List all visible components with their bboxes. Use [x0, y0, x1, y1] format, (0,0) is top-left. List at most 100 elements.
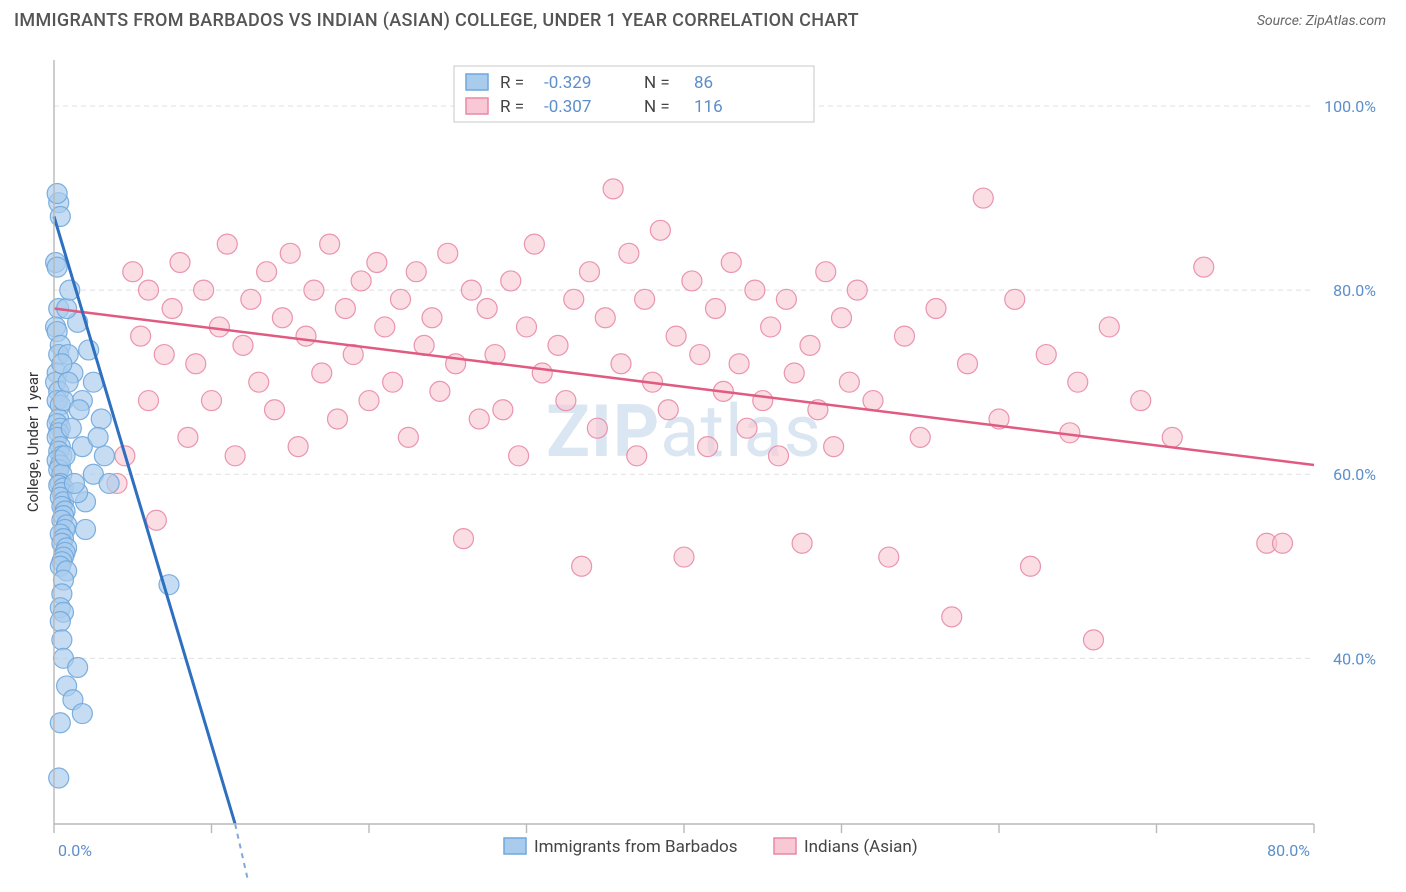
pink-point [587, 418, 607, 438]
pink-point [320, 234, 340, 254]
pink-point [430, 381, 450, 401]
y-tick-label: 40.0% [1333, 649, 1376, 668]
legend-r-label: R = [500, 97, 524, 117]
legend-n-label: N = [644, 97, 670, 117]
blue-point [91, 409, 111, 429]
pink-point [170, 253, 190, 273]
pink-point [674, 547, 694, 567]
pink-point [863, 391, 883, 411]
pink-point [383, 372, 403, 392]
blue-point [52, 354, 72, 374]
pink-point [469, 409, 489, 429]
pink-point [666, 326, 686, 346]
trend-line-blue-dash [235, 824, 259, 878]
pink-point [1036, 345, 1056, 365]
pink-point [186, 354, 206, 374]
blue-point [61, 418, 81, 438]
blue-point [68, 658, 88, 678]
pink-point [296, 326, 316, 346]
pink-point [556, 391, 576, 411]
pink-point [131, 326, 151, 346]
bottom-swatch-blue [504, 838, 526, 854]
legend-r-label: R = [500, 73, 524, 93]
pink-point [194, 280, 214, 300]
blue-point [64, 473, 84, 493]
blue-point [76, 519, 96, 539]
pink-point [123, 262, 143, 282]
blue-point [72, 704, 92, 724]
pink-point [1273, 533, 1293, 553]
pink-point [627, 446, 647, 466]
pink-point [832, 308, 852, 328]
pink-point [1194, 257, 1214, 277]
pink-point [973, 188, 993, 208]
pink-point [139, 391, 159, 411]
pink-point [249, 372, 269, 392]
pink-point [304, 280, 324, 300]
pink-point [635, 289, 655, 309]
pink-point [1005, 289, 1025, 309]
pink-point [839, 372, 859, 392]
pink-point [524, 234, 544, 254]
pink-point [367, 253, 387, 273]
pink-point [603, 179, 623, 199]
pink-point [753, 391, 773, 411]
pink-point [958, 354, 978, 374]
source-attribution: Source: ZipAtlas.com [1257, 13, 1386, 29]
pink-point [398, 427, 418, 447]
pink-point [493, 400, 513, 420]
y-tick-label: 100.0% [1324, 97, 1376, 116]
pink-point [438, 243, 458, 263]
pink-point [729, 354, 749, 374]
pink-point [698, 437, 718, 457]
legend-r-value-pink: -0.307 [544, 97, 591, 117]
bottom-swatch-pink [774, 838, 796, 854]
pink-point [564, 289, 584, 309]
blue-point [49, 768, 69, 788]
pink-point [312, 363, 332, 383]
pink-point [737, 418, 757, 438]
pink-point [879, 547, 899, 567]
bottom-legend-blue: Immigrants from Barbados [534, 837, 738, 857]
bottom-legend-pink: Indians (Asian) [804, 837, 918, 857]
pink-point [769, 446, 789, 466]
pink-point [509, 446, 529, 466]
legend-swatch-blue [466, 74, 488, 90]
pink-point [414, 335, 434, 355]
pink-point [745, 280, 765, 300]
pink-point [257, 262, 277, 282]
blue-point [69, 400, 89, 420]
pink-point [1068, 372, 1088, 392]
pink-point [241, 289, 261, 309]
pink-point [1162, 427, 1182, 447]
pink-point [690, 345, 710, 365]
blue-point [52, 630, 72, 650]
pink-point [619, 243, 639, 263]
pink-point [517, 317, 537, 337]
chart-title: IMMIGRANTS FROM BARBADOS VS INDIAN (ASIA… [14, 10, 859, 31]
blue-point [47, 257, 67, 277]
scatter-chart: ZIPatlas0.0%80.0%40.0%60.0%80.0%100.0%Co… [14, 48, 1386, 878]
pink-point [454, 529, 474, 549]
pink-point [501, 271, 521, 291]
blue-point [99, 473, 119, 493]
blue-point [58, 372, 78, 392]
pink-point [761, 317, 781, 337]
blue-point [47, 183, 67, 203]
legend-n-value-pink: 116 [694, 97, 723, 117]
legend-swatch-pink [466, 98, 488, 114]
pink-point [146, 510, 166, 530]
pink-point [580, 262, 600, 282]
pink-point [328, 409, 348, 429]
y-tick-label: 60.0% [1333, 465, 1376, 484]
pink-point [792, 533, 812, 553]
pink-point [706, 299, 726, 319]
chart-container: ZIPatlas0.0%80.0%40.0%60.0%80.0%100.0%Co… [14, 48, 1386, 878]
pink-point [1099, 317, 1119, 337]
pink-point [359, 391, 379, 411]
pink-point [800, 335, 820, 355]
pink-point [658, 400, 678, 420]
pink-point [406, 262, 426, 282]
x-tick-label: 0.0% [58, 841, 92, 860]
pink-point [288, 437, 308, 457]
